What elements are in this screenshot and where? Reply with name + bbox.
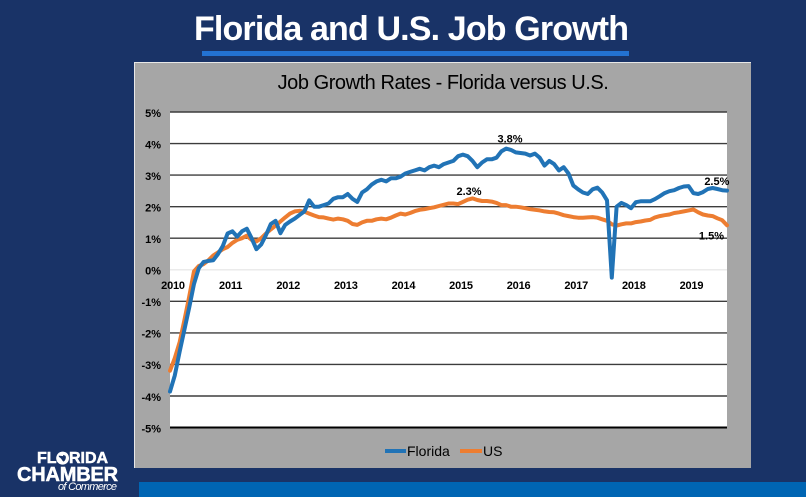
svg-text:2013: 2013 [334, 280, 358, 292]
svg-text:2016: 2016 [507, 280, 531, 292]
svg-text:1.5%: 1.5% [699, 231, 724, 243]
svg-text:4%: 4% [145, 139, 161, 151]
svg-text:Job Growth Rates - Florida ver: Job Growth Rates - Florida versus U.S. [278, 72, 609, 94]
svg-text:0%: 0% [145, 266, 161, 278]
svg-text:-4%: -4% [141, 392, 161, 404]
svg-text:2014: 2014 [392, 280, 417, 292]
svg-text:-3%: -3% [141, 360, 161, 372]
svg-text:2010: 2010 [161, 280, 185, 292]
svg-text:Florida: Florida [407, 443, 450, 459]
svg-text:US: US [483, 443, 502, 459]
svg-text:2%: 2% [145, 203, 161, 215]
svg-text:2015: 2015 [449, 280, 473, 292]
svg-text:2019: 2019 [680, 280, 704, 292]
svg-text:1%: 1% [145, 234, 161, 246]
svg-text:5%: 5% [145, 108, 161, 120]
svg-text:2011: 2011 [219, 280, 242, 292]
svg-text:-2%: -2% [141, 329, 161, 341]
svg-text:2017: 2017 [564, 280, 588, 292]
svg-text:2.5%: 2.5% [704, 176, 729, 188]
svg-text:2018: 2018 [622, 280, 646, 292]
svg-text:2012: 2012 [276, 280, 300, 292]
svg-text:3%: 3% [145, 171, 161, 183]
svg-text:-1%: -1% [141, 297, 161, 309]
svg-text:2.3%: 2.3% [456, 186, 481, 198]
svg-text:-5%: -5% [141, 423, 161, 435]
svg-text:3.8%: 3.8% [497, 133, 522, 145]
